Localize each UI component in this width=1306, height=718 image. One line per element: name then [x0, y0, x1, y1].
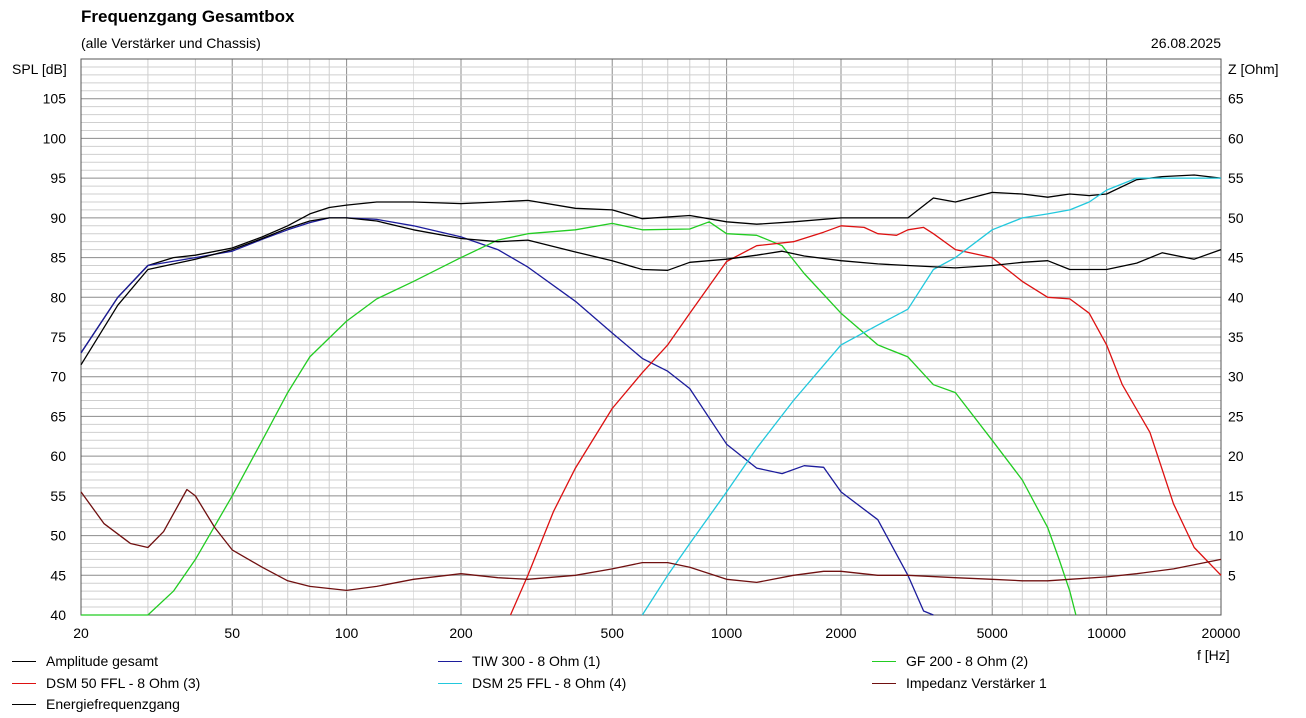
legend-label: Amplitude gesamt — [46, 653, 159, 669]
legend-label: GF 200 - 8 Ohm (2) — [906, 653, 1029, 669]
plot-grid — [81, 59, 1221, 615]
series-line-4 — [509, 225, 1222, 616]
legend-item: DSM 50 FFL - 8 Ohm (3) — [12, 673, 200, 693]
series-lines — [80, 174, 1222, 616]
x-tick-label: 10000 — [1087, 625, 1126, 641]
x-tick-label: 1000 — [711, 625, 742, 641]
y-left-tick-label: 100 — [43, 130, 67, 146]
series-line-1 — [80, 174, 1222, 354]
y-right-tick-label: 60 — [1228, 130, 1244, 146]
y-right-tick-label: 50 — [1228, 210, 1244, 226]
x-tick-label: 100 — [335, 625, 359, 641]
legend-swatch — [872, 682, 896, 684]
y-right-tick-label: 45 — [1228, 250, 1244, 266]
y-right-tick-label: 25 — [1228, 408, 1244, 424]
y-left-tick-label: 95 — [50, 170, 66, 186]
legend-item: Energiefrequenzgang — [12, 694, 180, 714]
legend-label: DSM 25 FFL - 8 Ohm (4) — [472, 675, 627, 691]
x-tick-label: 50 — [224, 625, 240, 641]
y-left-tick-label: 65 — [50, 408, 66, 424]
series-line-6 — [80, 488, 1222, 592]
x-axis-ticks: 20 50 100 200 500 1000 2000 5000 10000 20000 — [73, 625, 1240, 641]
legend-label: DSM 50 FFL - 8 Ohm (3) — [46, 675, 201, 691]
y-left-tick-label: 105 — [43, 91, 67, 107]
y-left-tick-label: 85 — [50, 250, 66, 266]
x-tick-label: 5000 — [977, 625, 1008, 641]
y-left-axis-label: SPL [dB] — [12, 61, 67, 77]
x-tick-label: 500 — [601, 625, 625, 641]
y-left-tick-label: 40 — [50, 607, 66, 623]
y-left-tick-label: 45 — [50, 567, 66, 583]
y-right-tick-label: 5 — [1228, 567, 1236, 583]
legend-swatch — [12, 682, 36, 684]
y-right-tick-label: 10 — [1228, 528, 1244, 544]
legend-item: TIW 300 - 8 Ohm (1) — [438, 651, 600, 671]
y-left-tick-label: 70 — [50, 369, 66, 385]
y-right-tick-label: 65 — [1228, 91, 1244, 107]
y-right-tick-label: 20 — [1228, 448, 1244, 464]
x-tick-label: 20 — [73, 625, 89, 641]
series-line-7 — [80, 217, 1222, 366]
series-line-2 — [80, 217, 934, 616]
legend-label: Energiefrequenzgang — [46, 696, 180, 712]
chart-title: Frequenzgang Gesamtbox — [81, 7, 295, 26]
y-left-tick-label: 60 — [50, 448, 66, 464]
y-left-tick-label: 90 — [50, 210, 66, 226]
y-right-tick-label: 30 — [1228, 369, 1244, 385]
plot-frame — [80, 58, 1222, 616]
series-line-5 — [641, 177, 1221, 616]
y-right-tick-label: 40 — [1228, 289, 1244, 305]
chart-date: 26.08.2025 — [1151, 35, 1221, 51]
y-right-axis-label: Z [Ohm] — [1228, 61, 1279, 77]
y-right-tick-label: 35 — [1228, 329, 1244, 345]
y-right-tick-label: 15 — [1228, 488, 1244, 504]
y-right-ticks: 5 10 15 20 25 30 35 40 45 50 55 60 65 — [1228, 91, 1244, 584]
legend-swatch — [438, 682, 462, 684]
x-tick-label: 200 — [449, 625, 473, 641]
legend-swatch — [438, 660, 462, 662]
x-tick-label: 2000 — [825, 625, 856, 641]
legend-swatch — [12, 660, 36, 662]
legend-swatch — [12, 703, 36, 705]
chart-subtitle: (alle Verstärker und Chassis) — [81, 35, 261, 51]
y-left-tick-label: 80 — [50, 289, 66, 305]
legend-item: Amplitude gesamt — [12, 651, 158, 671]
x-axis-label: f [Hz] — [1197, 647, 1230, 663]
legend-item: DSM 25 FFL - 8 Ohm (4) — [438, 673, 626, 693]
legend-item: Impedanz Verstärker 1 — [872, 673, 1047, 693]
y-left-tick-label: 50 — [50, 528, 66, 544]
y-left-tick-label: 55 — [50, 488, 66, 504]
x-tick-label: 20000 — [1202, 625, 1241, 641]
legend-label: Impedanz Verstärker 1 — [906, 675, 1047, 691]
legend-label: TIW 300 - 8 Ohm (1) — [472, 653, 601, 669]
y-right-tick-label: 55 — [1228, 170, 1244, 186]
legend-item: GF 200 - 8 Ohm (2) — [872, 651, 1028, 671]
series-line-3 — [81, 221, 1077, 616]
y-left-tick-label: 75 — [50, 329, 66, 345]
y-left-ticks: 40 45 50 55 60 65 70 75 80 85 90 95 100 105 — [43, 91, 67, 623]
legend-swatch — [872, 660, 896, 662]
